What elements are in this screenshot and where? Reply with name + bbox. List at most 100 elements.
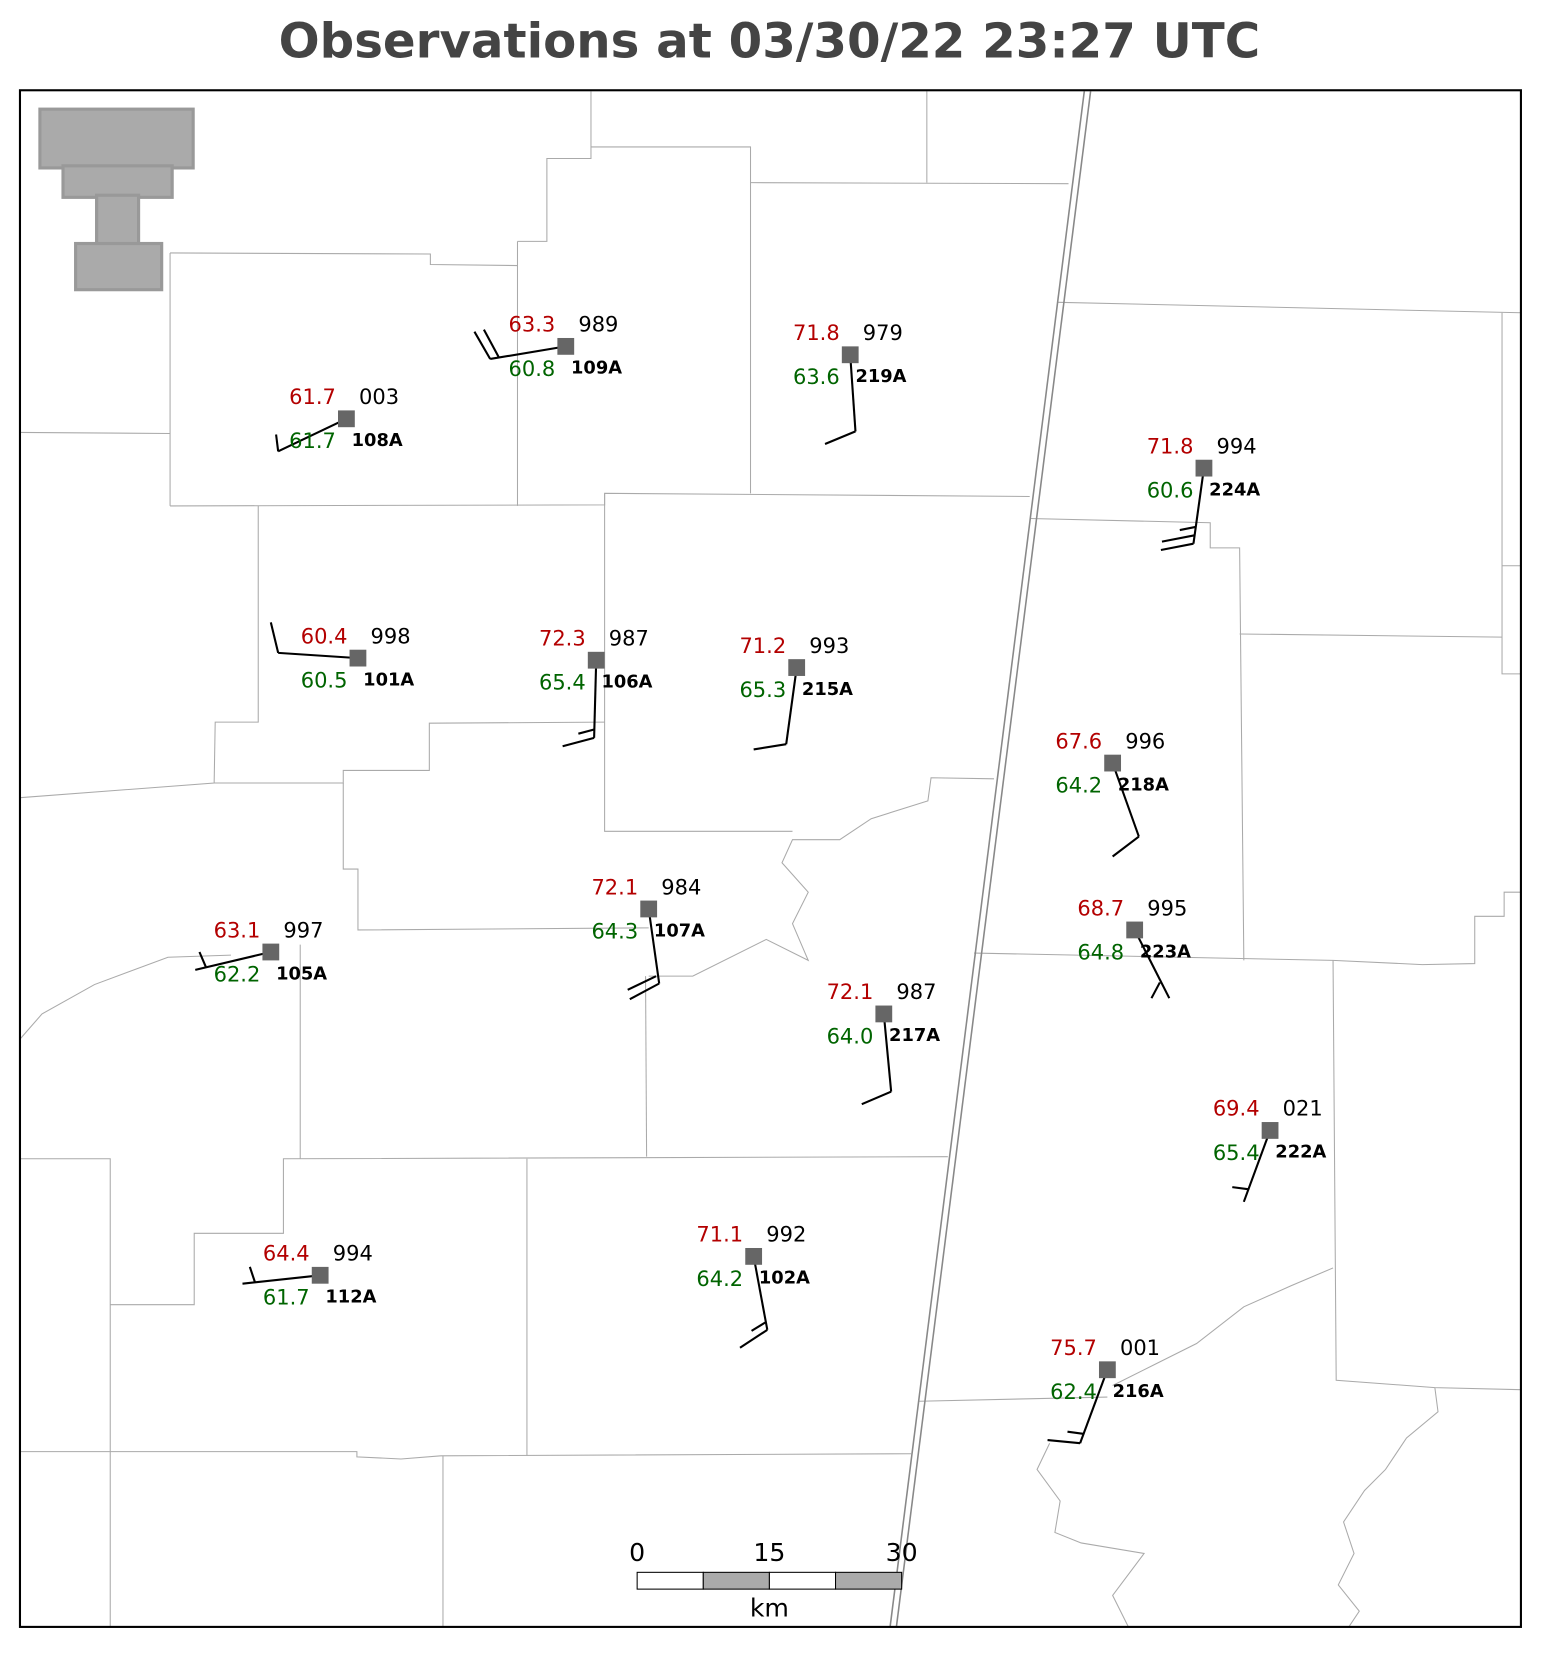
station-id: 218A (1118, 774, 1169, 795)
temperature: 69.4 (1213, 1097, 1260, 1121)
dewpoint: 60.5 (301, 669, 348, 693)
pressure: 989 (578, 313, 618, 337)
station-marker (557, 337, 575, 355)
station-marker (1195, 459, 1213, 477)
county-lines (19, 91, 1521, 1628)
pressure: 993 (809, 634, 849, 658)
station-marker (1104, 754, 1122, 772)
station-id: 215A (802, 679, 853, 700)
temperature: 63.1 (214, 918, 261, 942)
station-id: 105A (276, 963, 327, 984)
station-id: 219A (855, 366, 906, 387)
station-id: 101A (363, 669, 414, 690)
wind-barb (629, 982, 660, 1001)
pressure: 987 (609, 627, 649, 651)
station-id: 217A (889, 1025, 940, 1046)
title: Observations at 03/30/22 23:27 UTC (279, 14, 1261, 70)
pressure: 984 (661, 875, 701, 899)
pressure: 997 (283, 918, 323, 942)
wind-barb (1150, 981, 1161, 999)
station-marker (640, 900, 658, 918)
wind-staff (593, 660, 598, 738)
station-id: 112A (325, 1287, 376, 1308)
wind-barb (739, 1328, 768, 1349)
wind-barb (198, 951, 207, 968)
wind-staff (195, 950, 272, 971)
pressure: 996 (1125, 729, 1165, 753)
wind-barb (1067, 1430, 1084, 1435)
temperature: 71.1 (696, 1223, 743, 1247)
dewpoint: 64.8 (1077, 940, 1124, 964)
station-id: 107A (654, 920, 705, 941)
temperature: 71.8 (793, 321, 840, 345)
wind-staff (1133, 929, 1171, 999)
station-marker (1126, 921, 1144, 939)
dewpoint: 65.4 (539, 671, 586, 695)
station-marker (875, 1005, 893, 1023)
station-id: 222A (1275, 1142, 1326, 1163)
dewpoint: 60.6 (1147, 479, 1194, 503)
station-id: 106A (601, 672, 652, 693)
wind-staff (849, 354, 857, 432)
station-marker (262, 943, 280, 961)
wind-staff (1192, 467, 1205, 544)
wind-barb (269, 622, 280, 654)
dewpoint: 62.2 (214, 962, 261, 986)
pressure: 021 (1283, 1097, 1323, 1121)
station-marker (745, 1247, 763, 1265)
station-id: 109A (571, 358, 622, 379)
temperature: 72.1 (827, 980, 874, 1004)
pressure: 003 (359, 385, 399, 409)
temperature: 61.7 (289, 385, 336, 409)
logo (38, 107, 195, 292)
pressure: 001 (1120, 1336, 1160, 1360)
pressure: 998 (371, 624, 411, 648)
wind-barb (1179, 525, 1196, 532)
station-marker (349, 649, 367, 667)
wind-barb (1161, 534, 1195, 543)
scale-unit: km (750, 1593, 789, 1622)
temperature: 68.7 (1077, 896, 1124, 920)
dewpoint: 63.6 (793, 365, 840, 389)
map-frame (18, 89, 1522, 1628)
wind-barb (1111, 835, 1140, 858)
pressure: 979 (863, 321, 903, 345)
wind-staff (882, 1013, 893, 1092)
pressure: 994 (333, 1242, 373, 1266)
dewpoint: 65.3 (739, 678, 786, 702)
temperature: 60.4 (301, 624, 348, 648)
dewpoint: 64.0 (827, 1024, 874, 1048)
temperature: 67.6 (1055, 729, 1102, 753)
dewpoint: 60.8 (509, 357, 556, 381)
pressure: 995 (1147, 896, 1187, 920)
station-marker (587, 651, 605, 669)
station-marker (841, 346, 859, 364)
wind-staff (647, 908, 661, 984)
pressure: 994 (1217, 434, 1257, 458)
wind-staff (277, 417, 347, 453)
station-marker (788, 659, 806, 676)
pressure: 987 (896, 980, 936, 1004)
wind-barb (1047, 1439, 1081, 1445)
dewpoint: 62.4 (1050, 1380, 1097, 1404)
wind-barb (751, 1321, 766, 1332)
wind-barb (1160, 542, 1194, 552)
station-id: 224A (1209, 479, 1260, 500)
temperature: 71.2 (739, 634, 786, 658)
wind-staff (1242, 1130, 1272, 1203)
wind-barb (627, 975, 657, 991)
temperature: 72.3 (539, 627, 586, 651)
temperature: 71.8 (1147, 434, 1194, 458)
dewpoint: 61.7 (263, 1286, 310, 1310)
wind-staff (490, 345, 566, 361)
scale-label: 15 (753, 1538, 785, 1567)
dewpoint: 64.2 (1055, 773, 1102, 797)
dewpoint: 65.4 (1213, 1141, 1260, 1165)
station-marker (1098, 1361, 1116, 1379)
wind-barb (861, 1090, 892, 1106)
scale-label: 0 (629, 1538, 645, 1567)
station-marker (311, 1266, 329, 1284)
station-id: 102A (759, 1268, 810, 1289)
station-id: 216A (1113, 1381, 1164, 1402)
station-id: 223A (1140, 941, 1191, 962)
